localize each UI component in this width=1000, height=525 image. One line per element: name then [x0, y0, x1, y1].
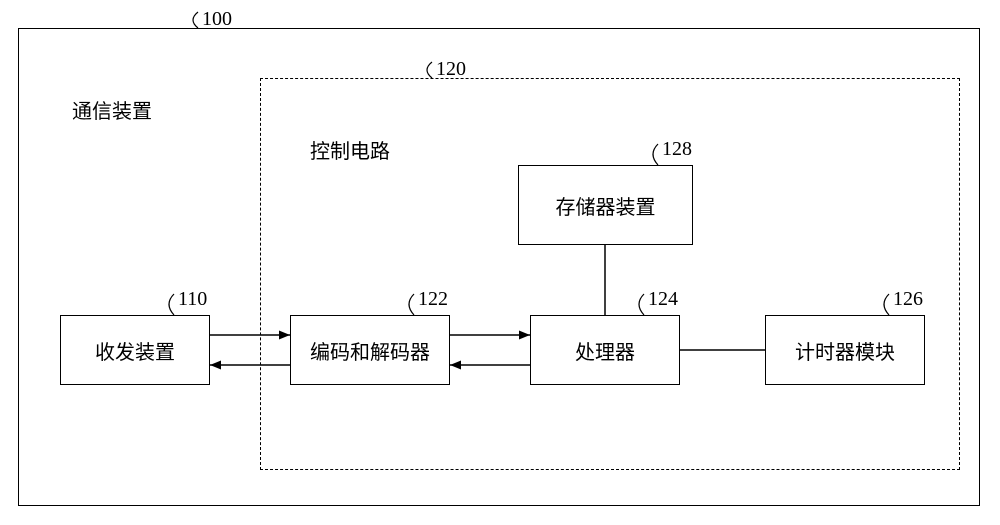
connectors	[0, 0, 1000, 525]
diagram-canvas: 通信装置 100 控制电路 120 收发装置 110 编码和解码器 122 处理…	[0, 0, 1000, 525]
